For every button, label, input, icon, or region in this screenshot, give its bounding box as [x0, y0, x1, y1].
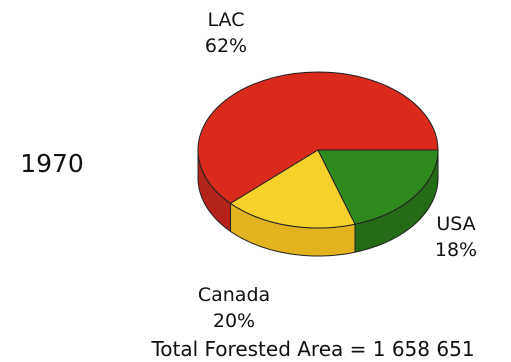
pie-slices	[197, 71, 439, 229]
chart-year-label: 1970	[20, 149, 84, 178]
pie-slice-lac	[197, 71, 439, 204]
slice-label-canada-value: 20%	[213, 310, 255, 332]
slice-label-lac-value: 62%	[205, 35, 247, 57]
pie-slice-usa	[229, 149, 356, 229]
slice-label-usa-name: USA	[436, 213, 475, 235]
total-forested-area-label: Total Forested Area = 1 658 651	[150, 337, 474, 361]
slice-label-canada-name: Canada	[198, 284, 270, 306]
slice-labels: LAC 62% USA 18% Canada 20%	[198, 9, 477, 332]
slice-label-usa-value: 18%	[435, 239, 477, 261]
pie-slice-canada	[317, 149, 439, 225]
slice-label-lac-name: LAC	[208, 9, 245, 31]
